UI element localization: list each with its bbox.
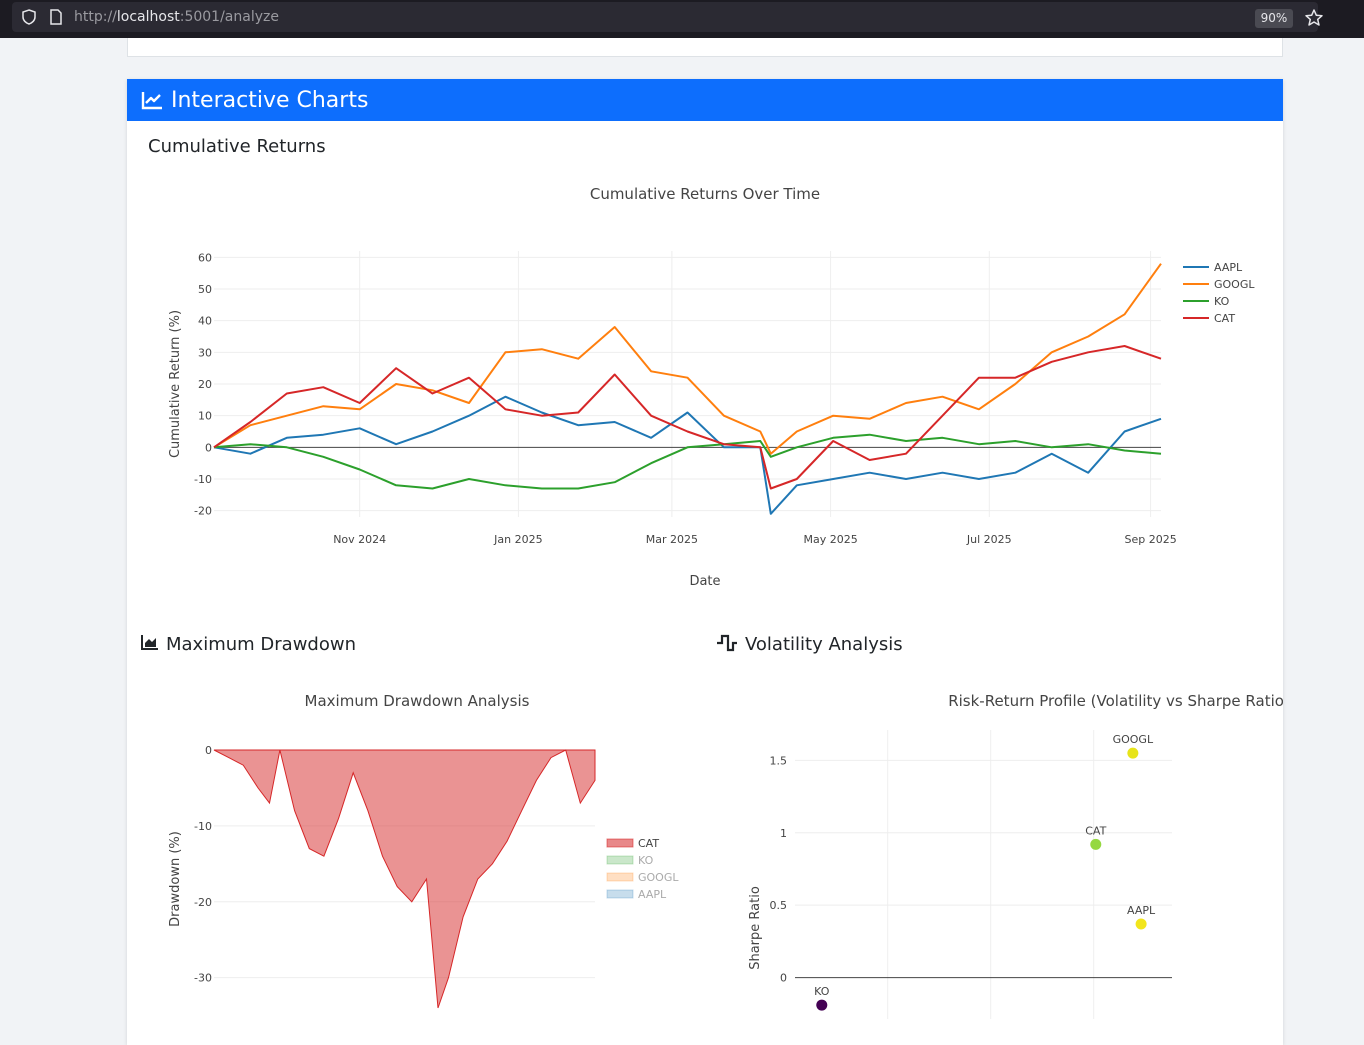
url-text[interactable]: http://localhost:5001/analyze <box>74 9 279 25</box>
chart-line-icon <box>141 92 162 110</box>
address-bar[interactable]: http://localhost:5001/analyze 90% <box>12 2 1323 32</box>
legend-swatch <box>606 872 634 882</box>
url-host: localhost <box>116 9 180 25</box>
x-tick-label: May 2025 <box>803 533 857 546</box>
y-tick-label: 10 <box>198 410 212 423</box>
y-tick-label: 1.5 <box>770 754 788 767</box>
card-title: Interactive Charts <box>171 87 369 113</box>
point-label: GOOGL <box>1113 733 1154 746</box>
chart-area-icon <box>141 635 158 650</box>
legend-label: AAPL <box>1214 261 1243 274</box>
legend-label: KO <box>638 854 654 867</box>
point-label: AAPL <box>1127 904 1156 917</box>
y-tick-label: 20 <box>198 378 212 391</box>
chart-title: Cumulative Returns Over Time <box>590 185 820 203</box>
y-tick-label: 1 <box>780 827 787 840</box>
x-tick-label: Mar 2025 <box>646 533 698 546</box>
url-path: :5001/analyze <box>179 9 279 25</box>
page-icon <box>50 9 62 25</box>
x-tick-label: Jul 2025 <box>966 533 1012 546</box>
scatter-point-aapl <box>1135 918 1147 930</box>
chart-title: Risk-Return Profile (Volatility vs Sharp… <box>948 692 1283 710</box>
url-prefix: http:// <box>74 9 117 25</box>
legend-label: GOOGL <box>638 871 679 884</box>
y-tick-label: 40 <box>198 315 212 328</box>
series-line-ko <box>213 433 1162 490</box>
y-tick-label: 60 <box>198 251 212 264</box>
scatter-point-ko <box>816 999 828 1011</box>
card-header: Interactive Charts <box>127 79 1283 121</box>
legend-label: AAPL <box>638 888 667 901</box>
scatter-point-cat <box>1090 838 1102 850</box>
y-tick-label: -30 <box>194 972 212 985</box>
legend-swatch <box>606 889 634 899</box>
series-line-aapl <box>213 395 1162 515</box>
y-axis-label: Cumulative Return (%) <box>168 310 183 458</box>
y-tick-label: 30 <box>198 346 212 359</box>
y-tick-label: -10 <box>194 820 212 833</box>
bookmark-star-icon[interactable] <box>1304 8 1324 28</box>
legend-label: GOOGL <box>1214 278 1255 291</box>
y-axis-label: Drawdown (%) <box>168 831 183 927</box>
legend-label: KO <box>1214 295 1230 308</box>
y-tick-label: 0 <box>205 744 212 757</box>
x-tick-label: Jan 2025 <box>493 533 542 546</box>
cumulative-returns-chart[interactable]: Cumulative Returns Over Time Nov 2024 Jan … <box>127 169 1283 599</box>
legend-label: CAT <box>638 837 659 850</box>
y-tick-label: 0 <box>205 441 212 454</box>
maximum-drawdown-heading: Maximum Drawdown <box>166 634 356 655</box>
point-label: KO <box>814 985 830 998</box>
previous-card-bottom <box>127 38 1283 57</box>
interactive-charts-card: Interactive Charts Cumulative Returns Cu… <box>127 79 1283 1045</box>
x-tick-label: Nov 2024 <box>333 533 386 546</box>
y-tick-label: -10 <box>194 473 212 486</box>
wave-square-icon <box>717 634 737 652</box>
risk-return-chart[interactable]: Risk-Return Profile (Volatility vs Sharp… <box>705 679 1283 1019</box>
drawdown-area-cat <box>213 749 596 1009</box>
legend-swatch <box>606 855 634 865</box>
point-label: CAT <box>1085 824 1106 837</box>
y-tick-label: 50 <box>198 283 212 296</box>
zoom-badge[interactable]: 90% <box>1255 9 1293 28</box>
y-axis-label: Sharpe Ratio <box>748 886 763 970</box>
y-tick-label: 0 <box>780 972 787 985</box>
x-axis-label: Date <box>689 574 720 589</box>
y-tick-label: 0.5 <box>770 899 788 912</box>
legend-swatch <box>606 838 634 848</box>
volatility-analysis-heading: Volatility Analysis <box>745 634 903 655</box>
shield-icon[interactable] <box>20 8 38 26</box>
scatter-point-googl <box>1127 747 1139 759</box>
cumulative-returns-heading: Cumulative Returns <box>148 136 326 157</box>
series-line-googl <box>213 263 1162 455</box>
browser-toolbar: http://localhost:5001/analyze 90% <box>0 0 1364 38</box>
y-tick-label: -20 <box>194 896 212 909</box>
legend-label: CAT <box>1214 312 1235 325</box>
y-tick-label: -20 <box>194 505 212 518</box>
chart-title: Maximum Drawdown Analysis <box>305 692 530 710</box>
x-tick-label: Sep 2025 <box>1124 533 1176 546</box>
series-line-cat <box>213 345 1162 490</box>
